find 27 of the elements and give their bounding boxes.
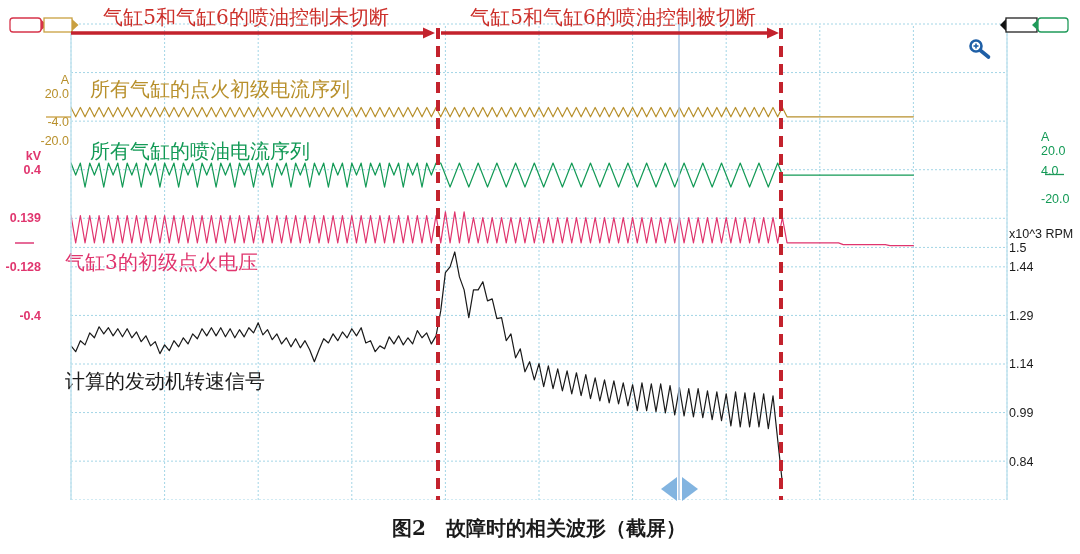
y2-tick-label: 1.5 bbox=[1009, 240, 1027, 255]
annotation: 气缸5和气缸6的喷油控制未切断 bbox=[103, 5, 389, 29]
annotation: 气缸5和气缸6的喷油控制被切断 bbox=[470, 5, 756, 29]
y-tick-label: -4.0 bbox=[47, 114, 70, 129]
series-label: 计算的发动机转速信号 bbox=[65, 369, 265, 393]
y-tick-label: 0.4 bbox=[23, 163, 42, 178]
y2-tick-label: 1.44 bbox=[1009, 260, 1034, 275]
y2-tick-label: -20.0 bbox=[1041, 192, 1070, 207]
y2-tick-label: 1.14 bbox=[1009, 357, 1034, 372]
series-label: 所有气缸的点火初级电流序列 bbox=[90, 77, 350, 101]
series-label: 气缸3的初级点火电压 bbox=[65, 250, 258, 274]
y2-axis-title: A bbox=[1041, 130, 1050, 145]
series-label: 所有气缸的喷油电流序列 bbox=[90, 139, 310, 163]
y-axis-title: kV bbox=[25, 149, 42, 164]
y-tick-label: 20.0 bbox=[44, 86, 70, 101]
y-tick-label: -0.4 bbox=[19, 309, 42, 324]
y2-tick-label: 0.99 bbox=[1009, 405, 1034, 420]
y2-tick-label: 0.84 bbox=[1009, 454, 1034, 469]
y-tick-label: -0.128 bbox=[5, 259, 42, 274]
y2-tick-label: 1.29 bbox=[1009, 308, 1034, 323]
y-tick-label: -20.0 bbox=[40, 133, 70, 148]
y-axis-title: A bbox=[60, 72, 70, 87]
y2-tick-label: 20.0 bbox=[1041, 144, 1066, 159]
y-tick-label: 0.139 bbox=[9, 210, 42, 225]
y2-axis-title: x10^3 RPM bbox=[1009, 226, 1074, 241]
line-series bbox=[71, 211, 914, 247]
caption: 图2 故障时的相关波形（截屏） bbox=[392, 516, 686, 540]
